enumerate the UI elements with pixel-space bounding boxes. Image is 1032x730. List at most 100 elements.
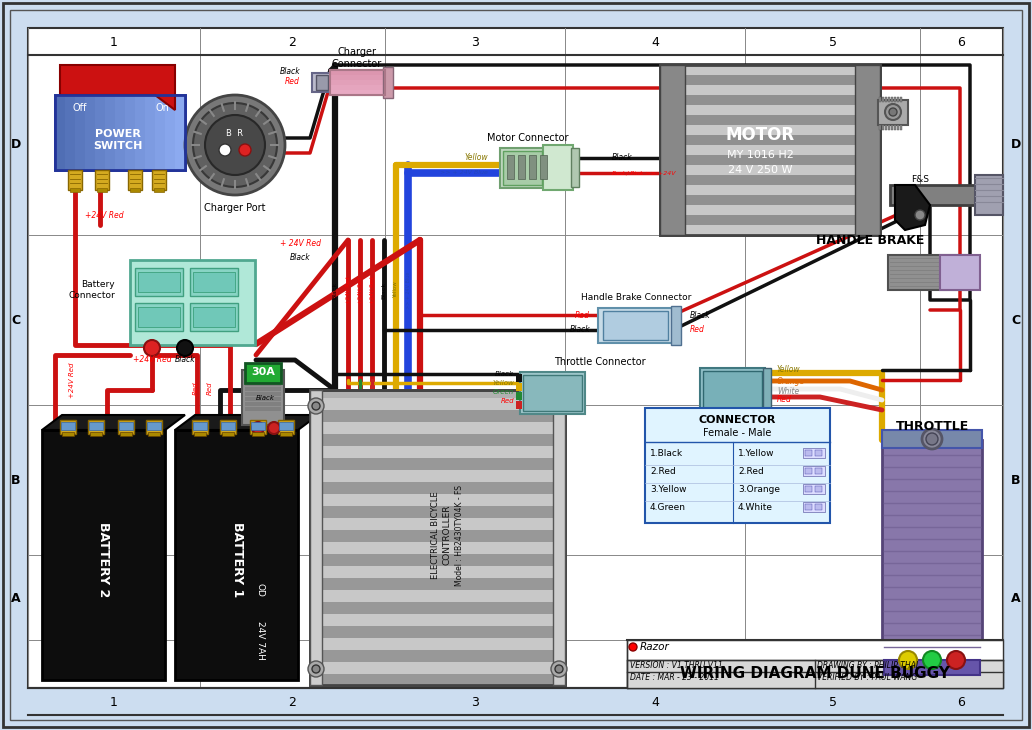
Bar [318, 542, 557, 554]
Bar [316, 75, 328, 90]
Bar [815, 450, 823, 456]
Text: Red: Red [575, 310, 590, 320]
Bar [878, 100, 908, 125]
Bar [660, 105, 880, 115]
Text: Black: Black [280, 67, 300, 77]
Bar [503, 151, 542, 185]
Bar [879, 125, 881, 130]
Text: 6: 6 [958, 696, 966, 709]
Bar [115, 95, 125, 170]
Bar [529, 155, 536, 179]
Text: B: B [11, 474, 21, 486]
Text: Charger Port: Charger Port [204, 203, 266, 213]
Bar [70, 188, 80, 192]
Bar [803, 484, 825, 494]
Bar [310, 390, 565, 685]
Text: Red: Red [777, 396, 792, 404]
Bar [220, 420, 236, 434]
Bar [245, 397, 281, 401]
Bar [165, 95, 175, 170]
Bar [146, 95, 155, 170]
Text: 3.Orange: 3.Orange [738, 485, 780, 493]
Bar [803, 502, 825, 512]
Bar [89, 422, 103, 430]
Bar [499, 148, 545, 188]
Text: Red: Red [207, 381, 213, 395]
Bar [330, 75, 385, 80]
Circle shape [193, 103, 277, 187]
Bar [888, 125, 890, 130]
Bar [891, 125, 893, 130]
Circle shape [144, 340, 160, 356]
Bar [193, 307, 235, 327]
Text: 1: 1 [110, 696, 118, 709]
Text: Yellow: Yellow [492, 380, 514, 386]
Bar [645, 408, 830, 523]
Bar [882, 97, 884, 102]
Text: On: On [155, 103, 169, 113]
Bar [660, 125, 880, 135]
Bar [152, 170, 166, 190]
Text: 3.Yellow: 3.Yellow [650, 485, 686, 493]
Bar [897, 125, 899, 130]
Bar [571, 148, 579, 187]
Bar [900, 125, 902, 130]
Circle shape [205, 115, 265, 175]
Bar [119, 422, 133, 430]
Text: +24V Red: +24V Red [85, 210, 124, 220]
Bar [146, 420, 162, 434]
Text: Black: Black [570, 326, 590, 334]
Bar [318, 482, 557, 494]
Text: Red: Red [501, 398, 514, 404]
Bar [278, 420, 294, 434]
Bar [879, 97, 881, 102]
Bar [318, 626, 557, 638]
Polygon shape [895, 185, 930, 230]
Bar [318, 578, 557, 590]
Bar [318, 506, 557, 518]
Text: Charger
Connector: Charger Connector [332, 47, 382, 69]
Text: >> + 24V Blue: >> + 24V Blue [406, 272, 411, 309]
Bar [330, 70, 385, 75]
Bar [598, 308, 673, 343]
Bar [330, 80, 385, 85]
Bar [193, 422, 207, 430]
Bar [245, 407, 281, 411]
Bar [516, 392, 522, 400]
Text: Female - Male: Female - Male [703, 428, 771, 438]
Bar [312, 73, 332, 92]
Text: Black: Black [495, 371, 514, 377]
Circle shape [915, 210, 925, 220]
Text: Red: Red [690, 326, 705, 334]
Text: B  R: B R [226, 128, 244, 137]
Bar [803, 466, 825, 476]
Bar [882, 125, 884, 130]
Bar [252, 432, 264, 436]
Bar [805, 450, 812, 456]
Bar [888, 255, 968, 290]
Text: Black: Black [332, 282, 337, 299]
Bar [221, 422, 235, 430]
Bar [60, 420, 76, 434]
Text: OD: OD [256, 583, 264, 597]
Bar [222, 432, 234, 436]
Text: White: White [777, 386, 799, 396]
Bar [318, 398, 557, 410]
Bar [603, 311, 668, 340]
Bar [518, 155, 525, 179]
Bar [128, 170, 142, 190]
Bar [882, 430, 982, 448]
Bar [88, 420, 104, 434]
Text: 1.Black: 1.Black [650, 448, 683, 458]
Text: CONNECTOR: CONNECTOR [699, 415, 776, 425]
Text: 5: 5 [829, 696, 837, 709]
Circle shape [885, 104, 901, 120]
Bar [660, 95, 880, 105]
Text: Red: Red [193, 381, 199, 395]
Bar [148, 432, 160, 436]
Bar [120, 432, 132, 436]
Bar [318, 494, 557, 506]
Bar [135, 95, 146, 170]
Bar [330, 90, 385, 95]
Circle shape [551, 661, 567, 677]
